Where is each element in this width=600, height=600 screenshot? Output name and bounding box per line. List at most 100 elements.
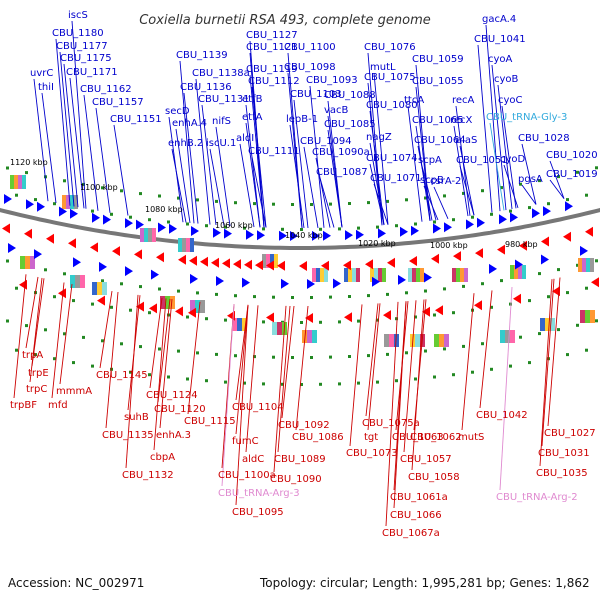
forward-gene-arrow <box>499 214 507 225</box>
gene-label: CBU_1027 <box>544 428 596 439</box>
gene-label: CBU_1120 <box>154 404 206 415</box>
gc-dot <box>414 377 417 381</box>
gc-dot <box>148 373 151 377</box>
gc-dot <box>424 196 427 200</box>
feature-block <box>270 254 274 268</box>
label-leader <box>281 305 295 419</box>
label-leader <box>479 290 493 409</box>
forward-gene-arrow <box>323 230 331 241</box>
gc-dot <box>595 259 598 263</box>
label-leader <box>497 84 513 210</box>
gene-label: iscS <box>68 10 88 21</box>
gene-label: CBU_1151 <box>110 114 162 125</box>
label-leader <box>499 286 513 491</box>
label-leader <box>369 142 385 226</box>
gc-dot <box>272 355 275 359</box>
reverse-gene-arrow <box>277 260 285 271</box>
gene-label: CBU_1100a <box>218 470 276 481</box>
label-leader <box>417 145 433 221</box>
label-leader <box>33 78 49 202</box>
gene-label: recX <box>450 115 473 126</box>
label-leader <box>327 129 343 228</box>
gc-dot <box>376 225 379 229</box>
gc-dot <box>452 311 455 315</box>
gc-dot <box>566 198 569 202</box>
gc-dot <box>329 295 332 299</box>
reverse-gene-arrow <box>46 233 54 244</box>
gc-dot <box>120 189 123 193</box>
forward-gene-arrow <box>333 278 341 289</box>
feature-block <box>320 268 324 282</box>
label-leader <box>501 105 517 209</box>
gc-dot <box>167 220 170 224</box>
feature-block <box>550 318 555 331</box>
feature-block <box>144 228 148 242</box>
gc-dot <box>72 299 75 303</box>
gene-label: gacA.4 <box>482 14 516 25</box>
feature-block <box>510 265 514 279</box>
gene-label: CBU_1171 <box>66 67 118 78</box>
forward-gene-arrow <box>34 249 42 260</box>
feature-block <box>307 330 312 343</box>
gc-dot <box>6 319 9 323</box>
gc-dot <box>357 381 360 385</box>
gc-dot <box>576 170 579 174</box>
gc-dot <box>585 286 588 290</box>
gene-label: csrA-2 <box>430 176 461 187</box>
forward-gene-arrow <box>489 263 497 274</box>
label-leader <box>459 165 475 216</box>
gc-dot <box>91 364 94 368</box>
reverse-gene-arrow <box>409 256 417 266</box>
forward-gene-arrow <box>246 229 254 240</box>
gc-dot <box>538 332 541 336</box>
reverse-gene-arrow <box>266 260 274 271</box>
feature-block <box>242 318 247 331</box>
gc-dot <box>262 382 265 386</box>
forward-gene-arrow <box>433 223 441 234</box>
feature-block <box>518 265 522 279</box>
feature-block <box>420 268 424 282</box>
forward-gene-arrow <box>279 230 287 241</box>
scale-label: 1020 kbp <box>358 239 396 248</box>
forward-gene-arrow <box>400 226 408 237</box>
gene-label: CBU_1138a <box>192 68 250 79</box>
map-title: Coxiella burnetii RSA 493, complete geno… <box>139 13 431 28</box>
label-leader <box>235 304 249 401</box>
gc-dot <box>547 202 550 206</box>
gc-dot <box>253 202 256 206</box>
forward-gene-arrow <box>307 279 315 289</box>
gc-dot <box>101 339 104 343</box>
forward-gene-arrow <box>565 201 573 212</box>
gene-label: CBU_1127 <box>246 30 298 41</box>
feature-block <box>97 282 102 295</box>
reverse-gene-arrow <box>90 242 98 253</box>
gene-label: iscU.1 <box>206 138 236 149</box>
feature-blocks <box>10 175 595 347</box>
gc-dot <box>367 201 370 205</box>
forward-gene-arrow <box>345 230 353 241</box>
gc-dot <box>528 299 531 303</box>
label-leader <box>287 72 303 229</box>
feature-block <box>344 268 348 282</box>
gc-dot <box>462 284 465 288</box>
gc-dot <box>348 355 351 358</box>
gene-label: CBU_1115 <box>184 416 236 427</box>
forward-gene-arrow <box>532 208 540 219</box>
label-leader <box>367 52 383 226</box>
gc-dot <box>205 317 208 321</box>
label-leader <box>95 107 111 213</box>
forward-gene-arrow <box>169 223 177 234</box>
gc-dot <box>481 342 484 346</box>
reverse-gene-arrow <box>387 257 395 268</box>
gc-dot <box>291 296 294 299</box>
feature-block <box>75 275 80 288</box>
gene-label: CBU_1136 <box>180 82 232 93</box>
feature-block <box>586 258 590 272</box>
feature-block <box>382 268 386 282</box>
feature-block <box>384 334 389 347</box>
label-leader <box>55 38 71 206</box>
gene-label: CBU_1063 <box>392 432 444 443</box>
label-leader <box>549 160 565 199</box>
gc-dot <box>367 294 370 298</box>
